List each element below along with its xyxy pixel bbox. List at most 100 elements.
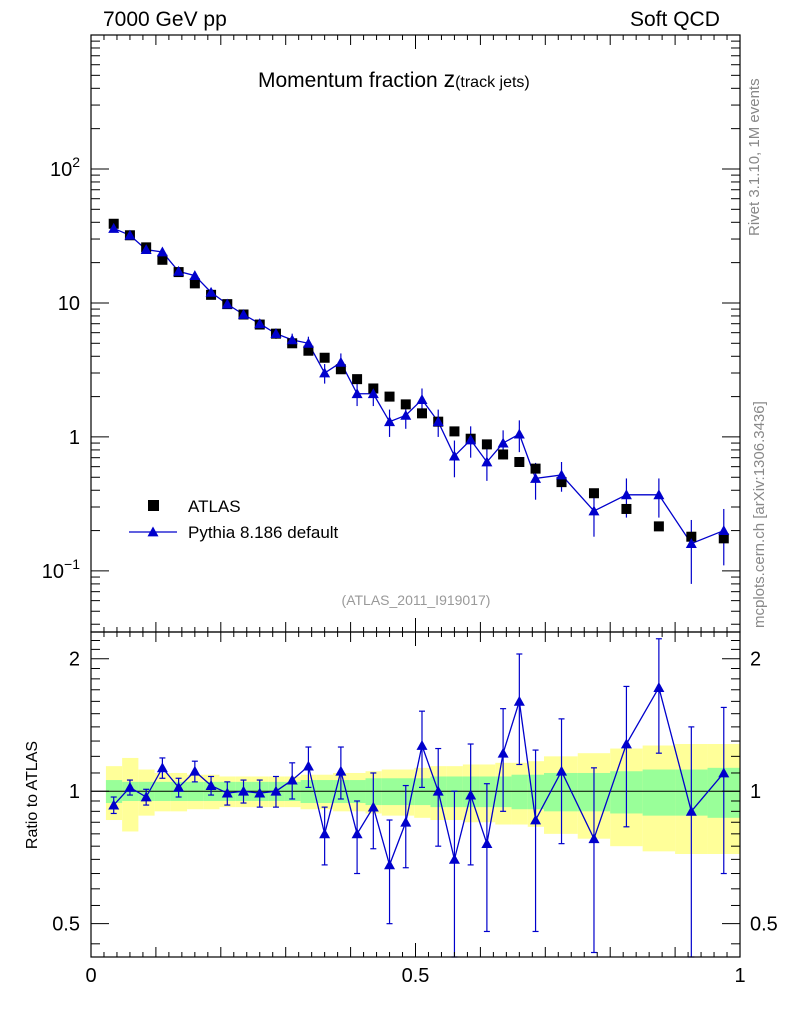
pythia-point	[156, 246, 168, 257]
ratio-point	[620, 738, 632, 749]
atlas-point	[621, 503, 632, 514]
ratio-point	[653, 682, 665, 692]
legend-pythia-marker	[147, 526, 159, 537]
pythia-point	[238, 309, 250, 319]
pythia-point	[286, 334, 298, 345]
ratio-ylabel: Ratio to ATLAS	[24, 741, 41, 849]
ratio-point	[497, 747, 509, 758]
ratio-point	[351, 828, 363, 839]
atlas-point	[400, 399, 411, 410]
pythia-point	[384, 416, 396, 427]
band-inner	[544, 772, 578, 812]
pythia-point	[270, 328, 282, 339]
atlas-point	[157, 254, 168, 265]
chart-title-z: z	[444, 66, 456, 92]
ratio-point	[685, 805, 697, 816]
ratio-point	[513, 695, 525, 706]
pythia-point	[465, 434, 477, 445]
header-right-label: Soft QCD	[630, 8, 720, 31]
ratio-point	[384, 859, 396, 870]
pythia-point	[189, 270, 201, 281]
main-panel	[108, 218, 730, 584]
legend-pythia-label: Pythia 8.186 default	[188, 523, 339, 542]
pythia-point	[416, 394, 428, 404]
ratio-point	[432, 785, 444, 796]
pythia-point	[653, 489, 665, 500]
atlas-point	[319, 352, 330, 363]
pythia-point	[513, 428, 525, 439]
ratio-point	[124, 781, 136, 792]
atlas-point	[303, 345, 314, 356]
pythia-point	[588, 505, 600, 516]
atlas-point	[653, 521, 664, 532]
pythia-point	[448, 450, 460, 461]
pythia-point	[319, 367, 331, 378]
y-tick-label: 1	[69, 427, 80, 449]
atlas-point	[530, 463, 541, 474]
pythia-point	[718, 525, 730, 535]
y-tick-label: 10	[58, 293, 80, 315]
main-frame	[90, 34, 741, 633]
ratio-panel	[108, 638, 730, 958]
pythia-point	[481, 456, 493, 467]
axes: 0 0.5 1 10−1 1 10 102 0.5 0.5 1 1 2 2	[42, 34, 778, 987]
x-tick-label: 0	[85, 965, 96, 987]
ratio-point	[718, 767, 730, 778]
x-tick-label: 0.5	[402, 965, 430, 987]
ratio-point	[254, 787, 266, 798]
ratio-point	[335, 765, 347, 776]
pythia-point	[108, 222, 120, 233]
ratio-point	[448, 853, 460, 864]
pythia-point	[530, 472, 542, 483]
ratio-point	[416, 740, 428, 750]
ratio-point	[238, 785, 250, 796]
atlas-point	[481, 439, 492, 450]
pythia-point	[302, 337, 314, 348]
legend: ATLAS Pythia 8.186 default	[129, 497, 339, 542]
pythia-point	[205, 286, 217, 297]
atlas-point	[718, 533, 729, 544]
ratio-y-tick-label: 2	[69, 649, 80, 671]
pythia-point	[685, 538, 697, 548]
pythia-point	[400, 409, 412, 420]
atlas-point	[556, 477, 567, 488]
pythia-point	[367, 388, 379, 399]
atlas-point	[384, 391, 395, 402]
legend-atlas-marker	[148, 500, 159, 511]
ratio-point	[588, 833, 600, 844]
ratio-point	[556, 765, 568, 776]
atlas-point	[449, 426, 460, 437]
pythia-point	[254, 318, 266, 329]
atlas-point	[352, 374, 363, 385]
pythia-point	[173, 265, 185, 276]
atlas-point	[588, 488, 599, 499]
band-inner	[511, 774, 528, 810]
ratio-point	[140, 791, 152, 802]
pythia-point	[351, 388, 363, 399]
analysis-label: (ATLAS_2011_I919017)	[342, 592, 491, 608]
chart-title: Momentum fraction z(track jets)	[258, 66, 530, 92]
pythia-point	[432, 416, 444, 427]
ratio-point	[270, 785, 282, 796]
ratio-point	[156, 762, 168, 773]
band-inner	[642, 769, 676, 816]
pythia-point	[620, 489, 632, 500]
atlas-point	[416, 408, 427, 419]
ratio-y-tick-label-right: 1	[750, 781, 761, 803]
atlas-point	[335, 364, 346, 375]
ratio-y-tick-label: 1	[69, 781, 80, 803]
atlas-point	[498, 449, 509, 460]
y-tick-label: 102	[50, 154, 80, 181]
ratio-y-tick-label-right: 0.5	[750, 914, 778, 936]
ratio-point	[302, 760, 314, 771]
ratio-point	[400, 816, 412, 827]
pythia-point	[556, 469, 568, 480]
ratio-point	[530, 814, 542, 825]
pythia-point	[335, 356, 347, 367]
atlas-point	[686, 531, 697, 542]
y-tick-label: 10−1	[42, 556, 80, 583]
ratio-point	[205, 780, 217, 790]
ratio-point	[221, 787, 233, 798]
ratio-y-tick-label: 0.5	[52, 914, 80, 936]
